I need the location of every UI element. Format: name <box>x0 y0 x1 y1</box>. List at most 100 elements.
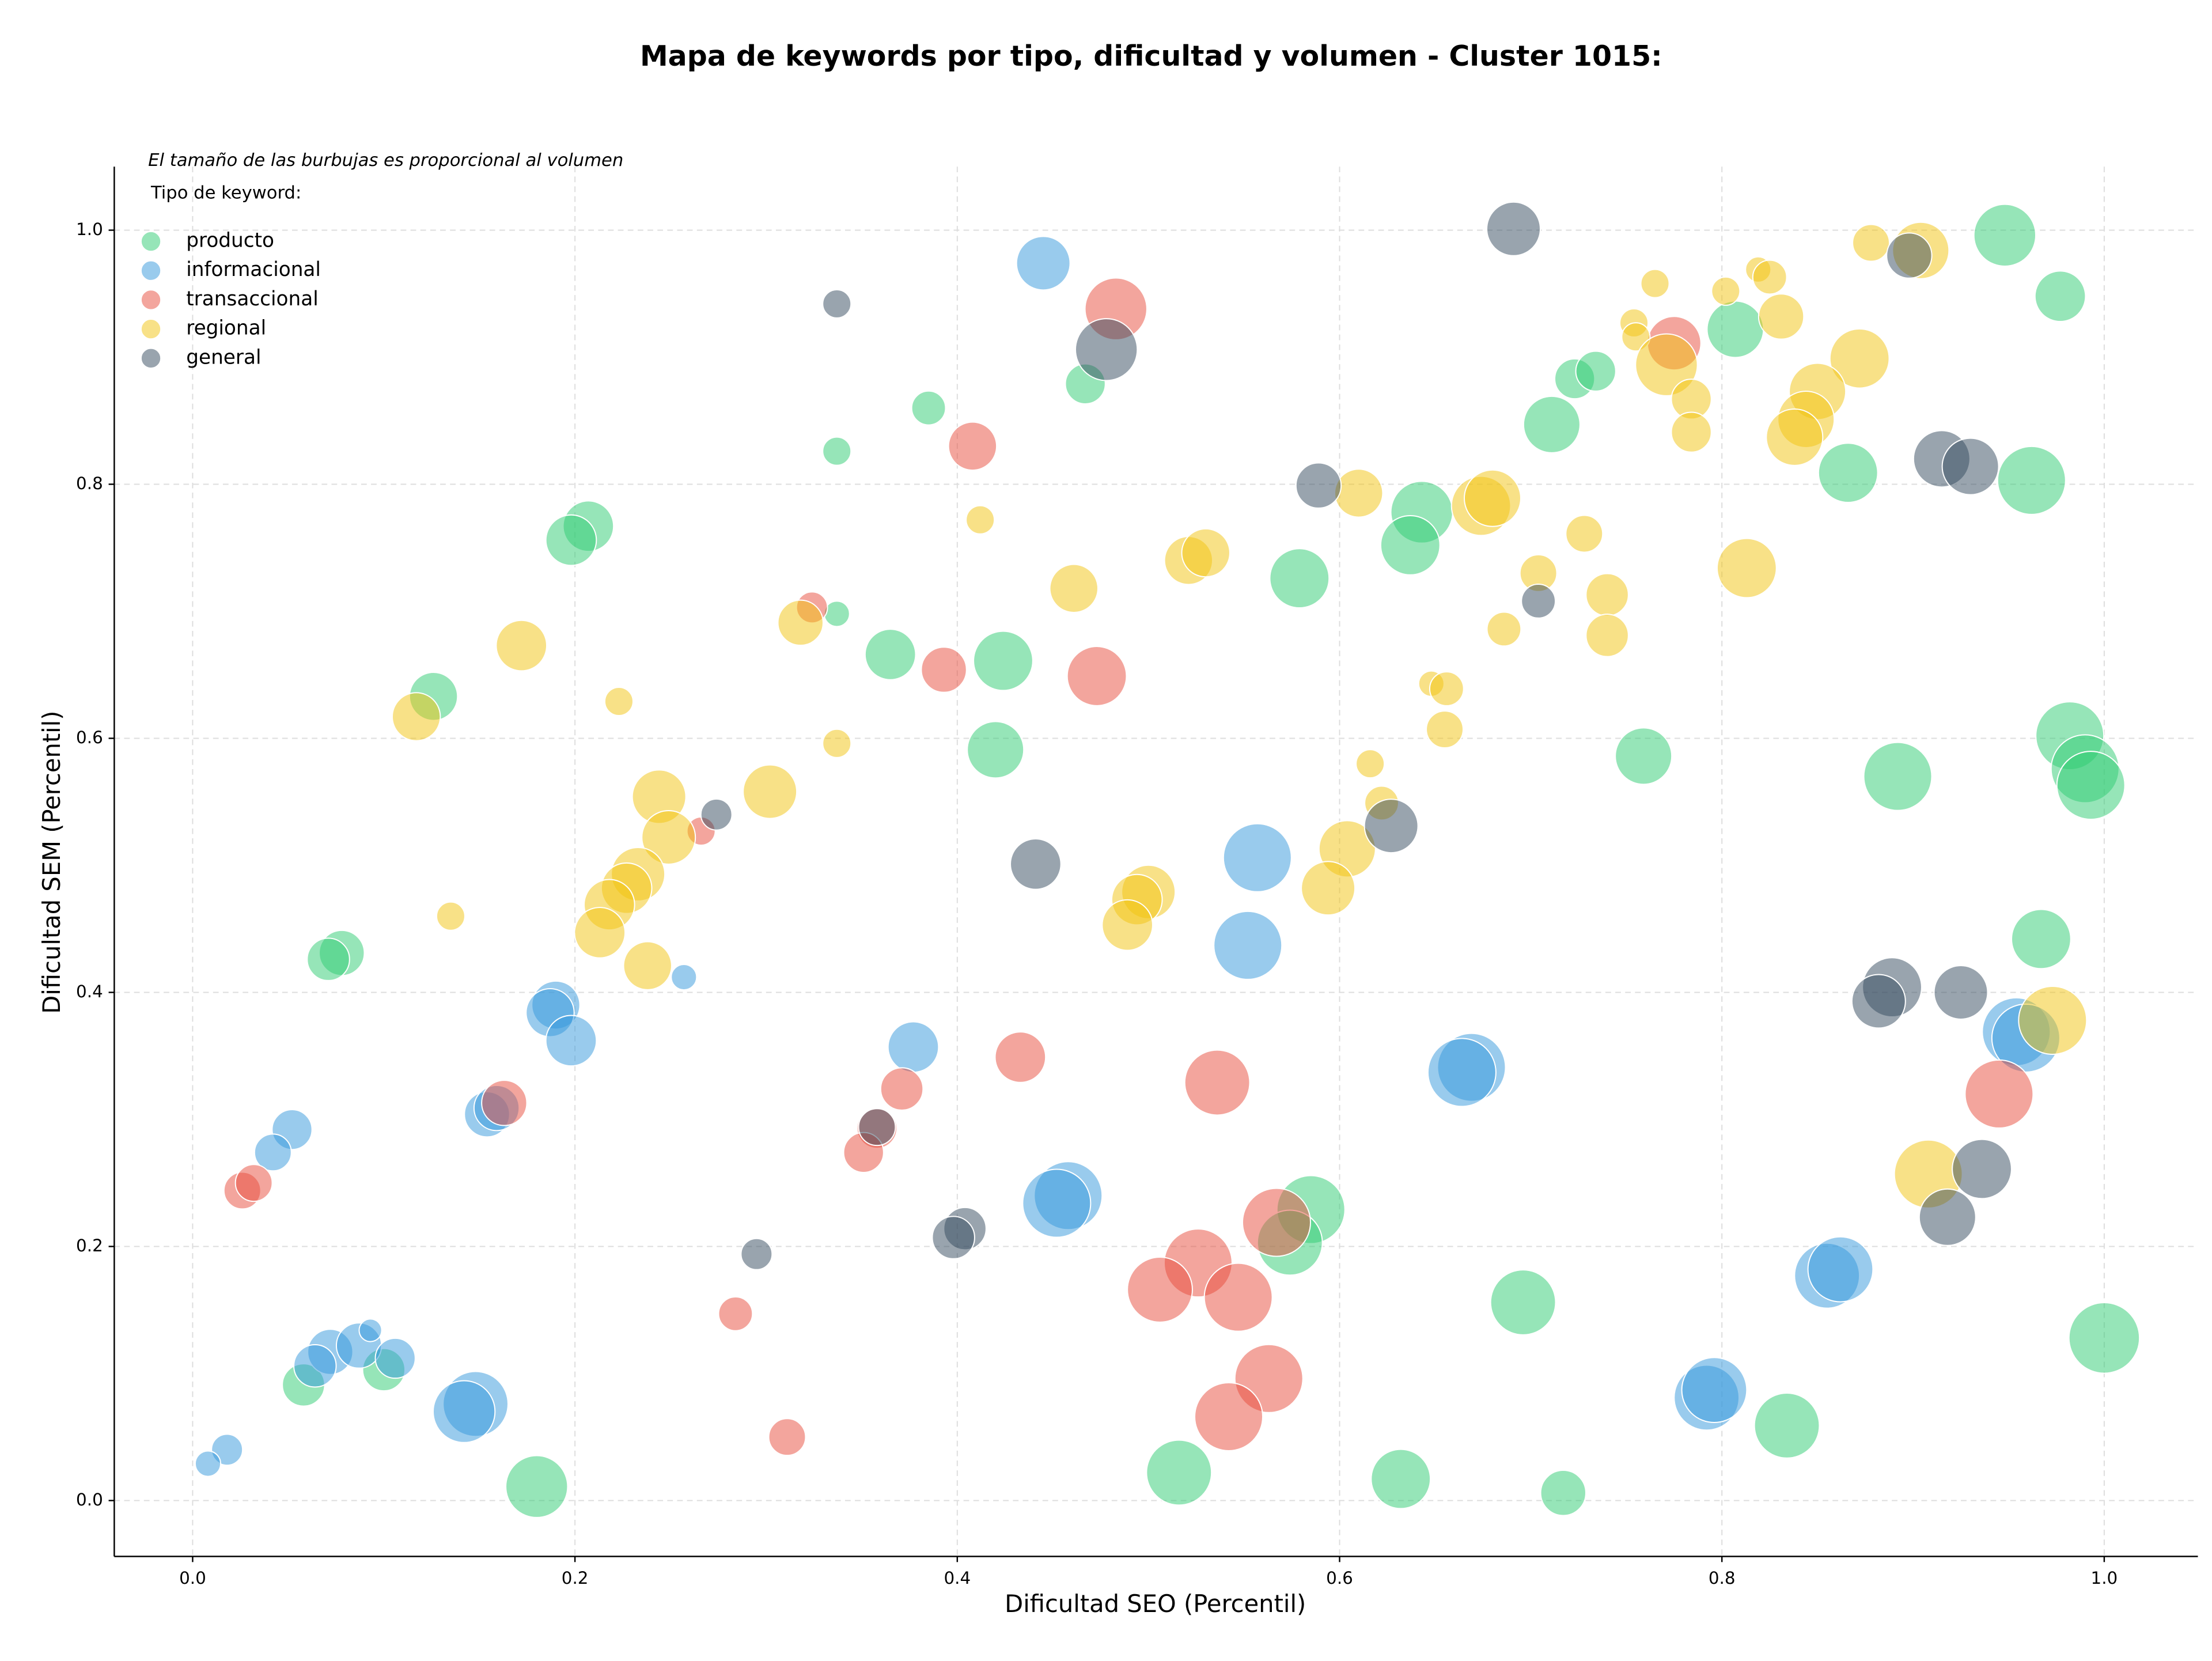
bubble <box>374 1337 416 1379</box>
bubble <box>1049 563 1099 613</box>
bubble <box>1464 469 1521 527</box>
x-tick-label: 1.0 <box>2091 1568 2118 1588</box>
bubble <box>822 289 852 319</box>
bubble <box>823 600 850 627</box>
bubble <box>740 1238 773 1270</box>
bubble <box>1706 300 1764 358</box>
bubble <box>1075 318 1138 381</box>
bubble <box>234 1164 273 1202</box>
bubble <box>671 964 698 991</box>
bubble <box>1640 268 1670 298</box>
bubble <box>1194 1382 1263 1451</box>
bubble <box>880 1067 924 1111</box>
y-tick-label: 0.4 <box>76 982 103 1001</box>
bubble <box>623 941 672 990</box>
bubble <box>306 937 350 981</box>
bubble <box>495 619 547 672</box>
bubble <box>1127 1257 1193 1323</box>
legend-label: transaccional <box>186 287 319 311</box>
bubble <box>2018 986 2088 1055</box>
x-tick-label: 0.8 <box>1709 1568 1736 1588</box>
bubble <box>641 810 696 865</box>
bubble <box>1752 259 1787 295</box>
bubble <box>1997 445 2066 515</box>
y-tick-label: 0.0 <box>76 1490 103 1509</box>
bubble <box>1863 741 1933 811</box>
bubble <box>545 1015 597 1067</box>
legend-marker <box>140 230 162 252</box>
legend-marker <box>140 319 162 340</box>
bubble <box>1941 437 1999 495</box>
y-tick-label: 0.2 <box>76 1236 103 1255</box>
bubble <box>1817 442 1878 504</box>
bubble <box>1269 548 1330 609</box>
bubble <box>1886 232 1933 279</box>
y-tick-label: 0.6 <box>76 728 103 747</box>
bubble <box>1213 910 1283 980</box>
x-tick-label: 0.2 <box>562 1568 589 1588</box>
x-tick-label: 0.0 <box>179 1568 206 1588</box>
legend-label: general <box>186 346 261 369</box>
series-0 <box>282 203 2141 1518</box>
bubble <box>973 630 1033 691</box>
bubble <box>858 1108 896 1147</box>
bubble <box>1490 1269 1556 1335</box>
bubble <box>1486 611 1522 647</box>
bubble <box>253 1133 292 1172</box>
bubble <box>1203 1262 1273 1332</box>
bubble <box>1066 646 1127 706</box>
y-tick-label: 0.8 <box>76 474 103 493</box>
bubble <box>1022 1168 1092 1238</box>
bubble <box>1585 614 1629 657</box>
bubble <box>2011 909 2071 970</box>
bubble <box>1758 293 1805 340</box>
bubble <box>700 798 733 831</box>
bubble <box>1521 583 1556 619</box>
bubble <box>911 390 946 426</box>
x-tick-label: 0.4 <box>944 1568 971 1588</box>
bubble <box>1681 1357 1748 1424</box>
bubble <box>1933 965 1988 1020</box>
bubble <box>864 629 916 680</box>
bubble <box>1716 538 1777 599</box>
bubble <box>1301 861 1356 916</box>
y-tick-label: 1.0 <box>76 220 103 239</box>
legend-marker <box>140 260 162 281</box>
bubble <box>2056 751 2126 820</box>
bubble <box>921 646 967 693</box>
bubble <box>718 1296 753 1331</box>
bubble <box>1426 710 1464 748</box>
bubble <box>1146 1439 1213 1506</box>
bubble <box>358 1318 382 1342</box>
bubble <box>1427 1038 1497 1107</box>
bubble <box>1380 514 1441 576</box>
grid <box>114 167 2198 1557</box>
bubble <box>1222 823 1292 892</box>
bubble <box>1016 236 1071 291</box>
bubble <box>777 599 824 646</box>
bubble <box>1753 1393 1820 1459</box>
bubble <box>931 1216 975 1259</box>
bubble <box>1184 1049 1251 1116</box>
bubble <box>1575 350 1616 392</box>
bubble <box>768 1418 806 1456</box>
bubble <box>435 901 465 931</box>
legend-label: regional <box>186 317 266 340</box>
bubble <box>822 728 852 758</box>
bubble <box>1010 838 1062 890</box>
bubble <box>1852 224 1890 262</box>
legend-marker <box>140 289 162 311</box>
legend-label: producto <box>186 229 274 252</box>
bubble <box>574 907 626 959</box>
series-1 <box>194 236 2061 1477</box>
bubble <box>1615 727 1673 785</box>
bubble <box>2068 1302 2141 1374</box>
bubble <box>481 1080 528 1126</box>
bubble <box>743 764 798 819</box>
bubble <box>965 505 995 535</box>
bubble <box>433 1380 496 1443</box>
bubble <box>1964 1059 2034 1129</box>
legend-marker <box>140 347 162 369</box>
